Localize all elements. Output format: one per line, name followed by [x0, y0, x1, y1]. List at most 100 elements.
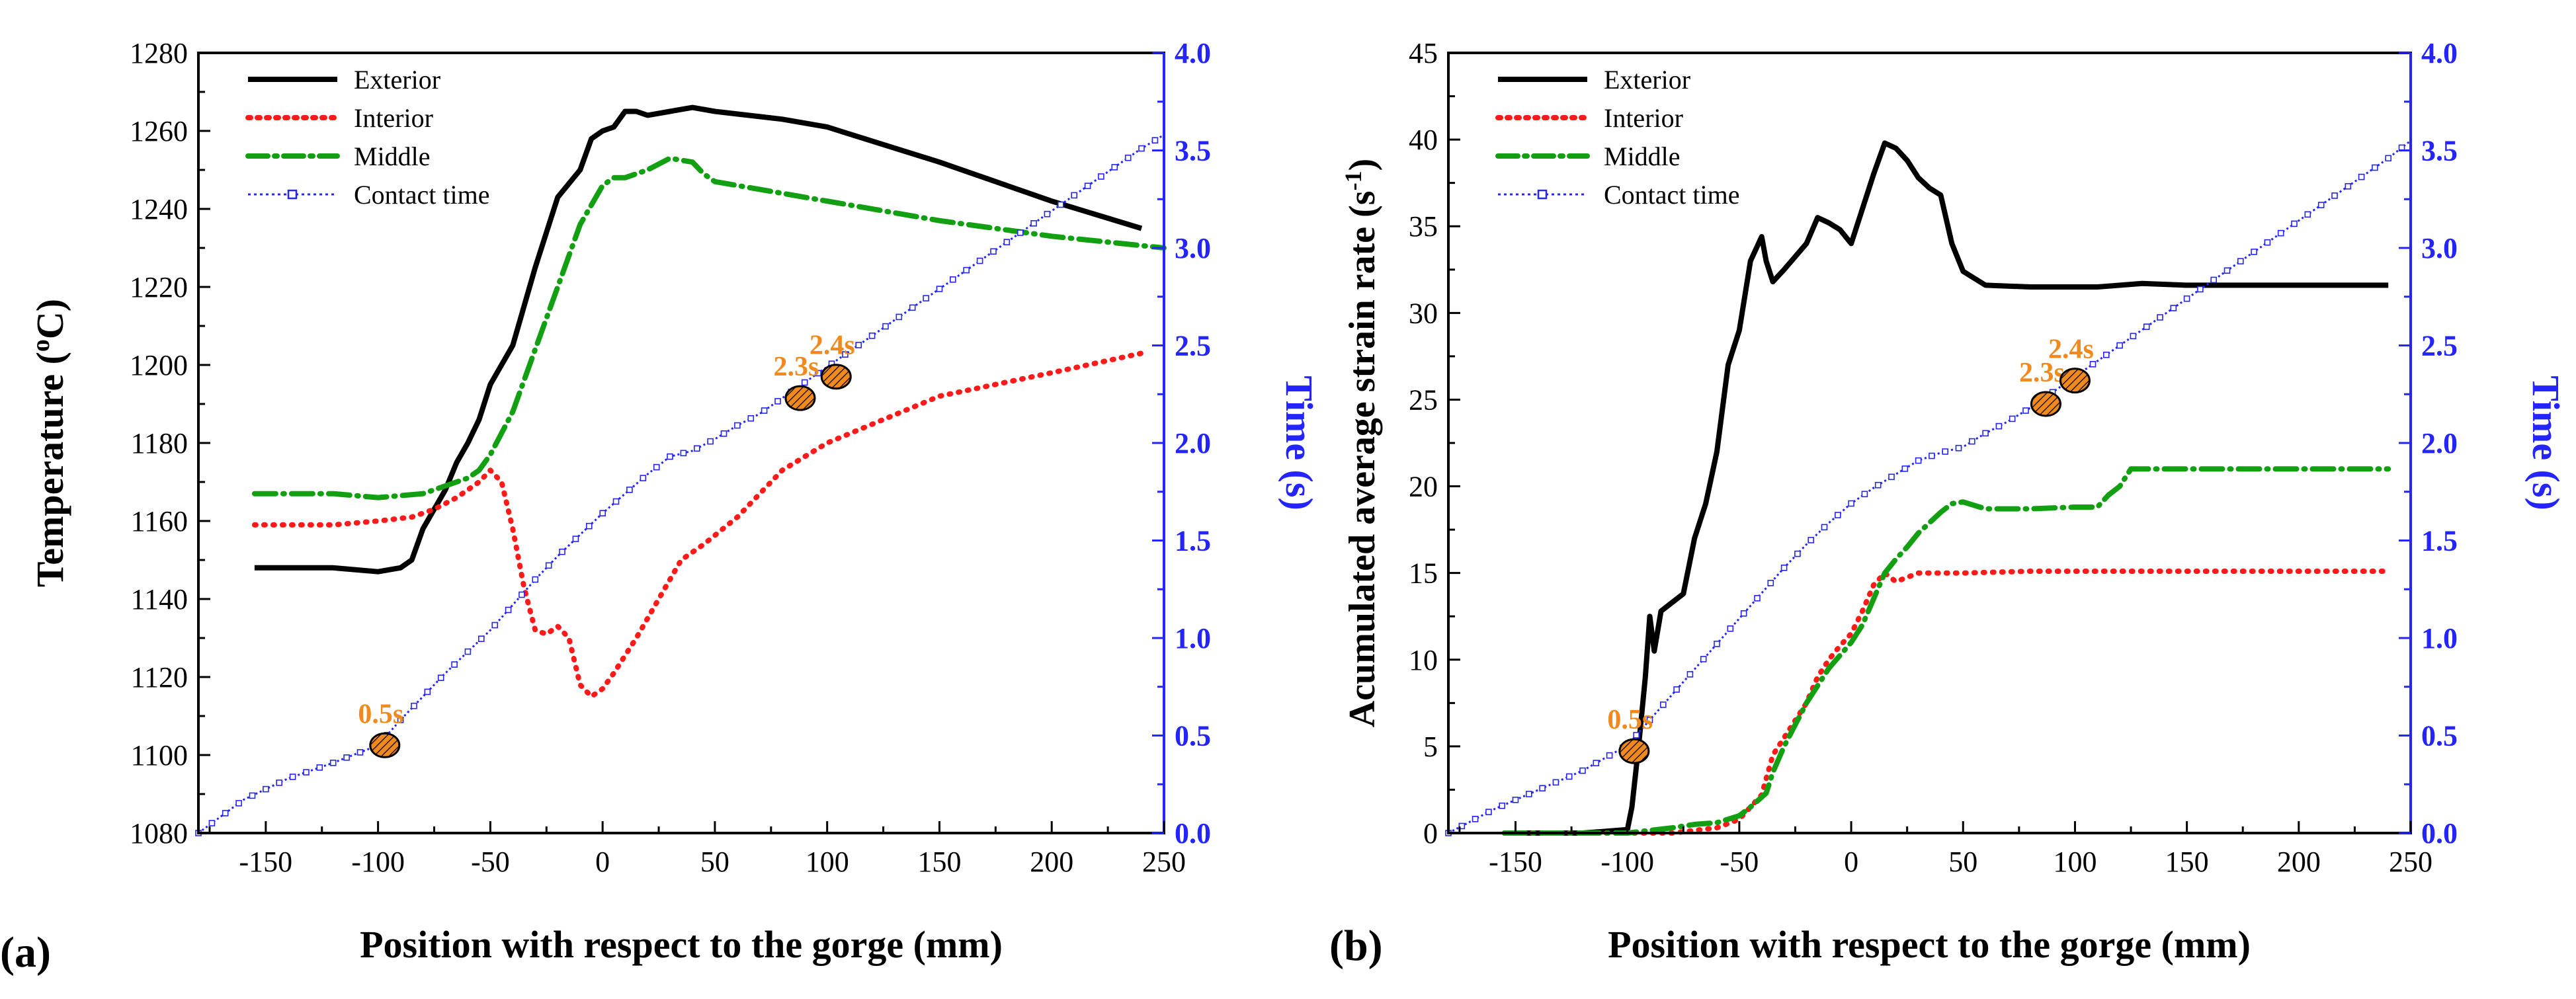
y2-tick-label: 2.5: [1175, 330, 1211, 362]
contact-time-point: [1942, 448, 1948, 455]
y-tick-label: 45: [1409, 37, 1438, 69]
contact-time-point: [882, 323, 889, 330]
y2-tick-label: 1.0: [2421, 622, 2458, 655]
contact-time-point: [1499, 802, 1505, 809]
contact-time-point: [263, 785, 269, 793]
contact-time-point: [1915, 457, 1922, 464]
contact-time-point: [1058, 201, 1064, 208]
contact-time-point: [411, 702, 417, 709]
panel-b-y-axis-label: Acumulated average strain rate (s-1): [1340, 159, 1383, 727]
contact-time-point: [1767, 579, 1774, 586]
contact-time-point: [585, 522, 593, 530]
contact-time-point: [612, 498, 620, 505]
contact-time-point: [2223, 267, 2231, 274]
y-tick-label: 1120: [131, 661, 188, 694]
panel-b-y-ticks: 0 5 10 15 20 25 30 35 40 45: [1409, 37, 1460, 850]
time-marker-label-2: 2.4s: [810, 331, 855, 361]
panel-a-y-ticks: 1080 1100 1120 1140 1160 1180 1200 1220 1240 1260…: [130, 37, 210, 850]
contact-time-point: [815, 370, 821, 377]
contact-time-point: [2116, 342, 2123, 349]
contact-time-point: [1754, 594, 1761, 602]
contact-time-point: [208, 820, 216, 826]
panel-a-series: [195, 104, 1167, 836]
y2-tick-label: 3.0: [1175, 232, 1211, 264]
panel-b-x-axis-label: Position with respect to the gorge (mm): [1608, 923, 2251, 966]
y-tick-label: 1260: [130, 115, 188, 147]
series-interior-line: [1501, 569, 2391, 836]
contact-time-point: [1593, 760, 1600, 766]
contact-time-point: [909, 304, 916, 311]
contact-time-point: [1835, 512, 1841, 518]
contact-time-point: [276, 779, 283, 786]
y-tick-label: 1100: [131, 739, 188, 772]
y-tick-label: 25: [1409, 383, 1438, 416]
contact-time-point: [2009, 415, 2016, 422]
contact-time-point: [1539, 785, 1546, 791]
y2-tick-label: 2.0: [2421, 427, 2458, 460]
panel-a-plot-frame: [197, 52, 1165, 834]
contact-time-point: [1084, 182, 1091, 190]
legend-contact-label: Contact time: [354, 180, 490, 210]
x-tick-label: -150: [1489, 846, 1542, 878]
contact-time-point: [249, 792, 256, 799]
contact-time-point: [2304, 211, 2311, 218]
time-marker-1: [2030, 391, 2061, 417]
legend-exterior-label: Exterior: [1604, 65, 1690, 95]
contact-time-point: [2317, 202, 2325, 208]
contact-time-point: [734, 422, 741, 429]
contact-time-point: [2264, 239, 2271, 246]
contact-time-point: [1660, 701, 1667, 708]
contact-time-point: [707, 438, 714, 445]
y2-tick-label: 0.5: [2421, 720, 2458, 752]
contact-time-point: [1111, 164, 1118, 171]
contact-time-point: [329, 760, 337, 766]
contact-time-point: [1098, 173, 1104, 180]
contact-time-point: [747, 415, 755, 422]
contact-time-point: [1861, 491, 1868, 498]
contact-time-point: [1646, 717, 1653, 723]
time-marker-label-1: 2.3s: [2019, 358, 2065, 388]
panel-a-right-axis-label: Time (s): [1278, 376, 1321, 510]
y-tick-label: 5: [1423, 731, 1438, 763]
contact-time-point: [397, 717, 404, 723]
contact-time-point: [990, 248, 997, 255]
panel-b-y2-ticks: 0.0 0.5 1.0 1.5 2.0 2.5 3.0 3.5 4.0: [2399, 37, 2458, 850]
y2-tick-label: 1.5: [2421, 525, 2458, 557]
contact-time-point: [2210, 276, 2217, 284]
x-tick-label: 150: [917, 846, 961, 878]
x-tick-label: 250: [2389, 846, 2432, 878]
contact-time-point: [1794, 550, 1801, 557]
series-exterior-line: [1504, 140, 2389, 836]
x-tick-label: -50: [1720, 846, 1759, 878]
x-tick-label: 50: [700, 846, 729, 878]
contact-time-point: [2251, 249, 2257, 255]
y2-tick-label: 0.5: [1175, 720, 1211, 752]
panel-a-legend: Exterior Interior Middle Contact time: [245, 65, 490, 210]
contact-time-point: [936, 286, 943, 292]
contact-time-point: [491, 621, 499, 629]
contact-time-point: [1848, 500, 1854, 507]
x-tick-label: 200: [1030, 846, 1073, 878]
contact-time-point: [1888, 473, 1895, 481]
y-tick-label: 1160: [131, 505, 188, 538]
contact-time-point: [976, 257, 983, 264]
panel-a-x-axis-label: Position with respect to the gorge (mm): [360, 923, 1003, 966]
contact-time-point: [1552, 779, 1559, 786]
contact-time-point: [1714, 641, 1720, 647]
contact-time-point: [1633, 732, 1640, 739]
contact-time-point: [868, 332, 876, 339]
series-middle-line: [251, 155, 1167, 500]
contact-time-point: [2143, 323, 2150, 331]
y-tick-label: 20: [1409, 471, 1438, 503]
contact-time-point: [667, 453, 673, 460]
time-marker-0: [369, 732, 401, 758]
contact-time-point: [1673, 686, 1680, 693]
contact-time-point: [1982, 430, 1989, 437]
x-tick-label: 200: [2277, 846, 2321, 878]
legend-contact-marker: [287, 189, 298, 200]
contact-time-point: [2103, 351, 2110, 358]
legend-contact-marker: [1537, 189, 1548, 200]
y-tick-label: 0: [1423, 817, 1438, 850]
panel-b-markers: 0.5s 2.3s2.4s: [1607, 335, 2094, 764]
